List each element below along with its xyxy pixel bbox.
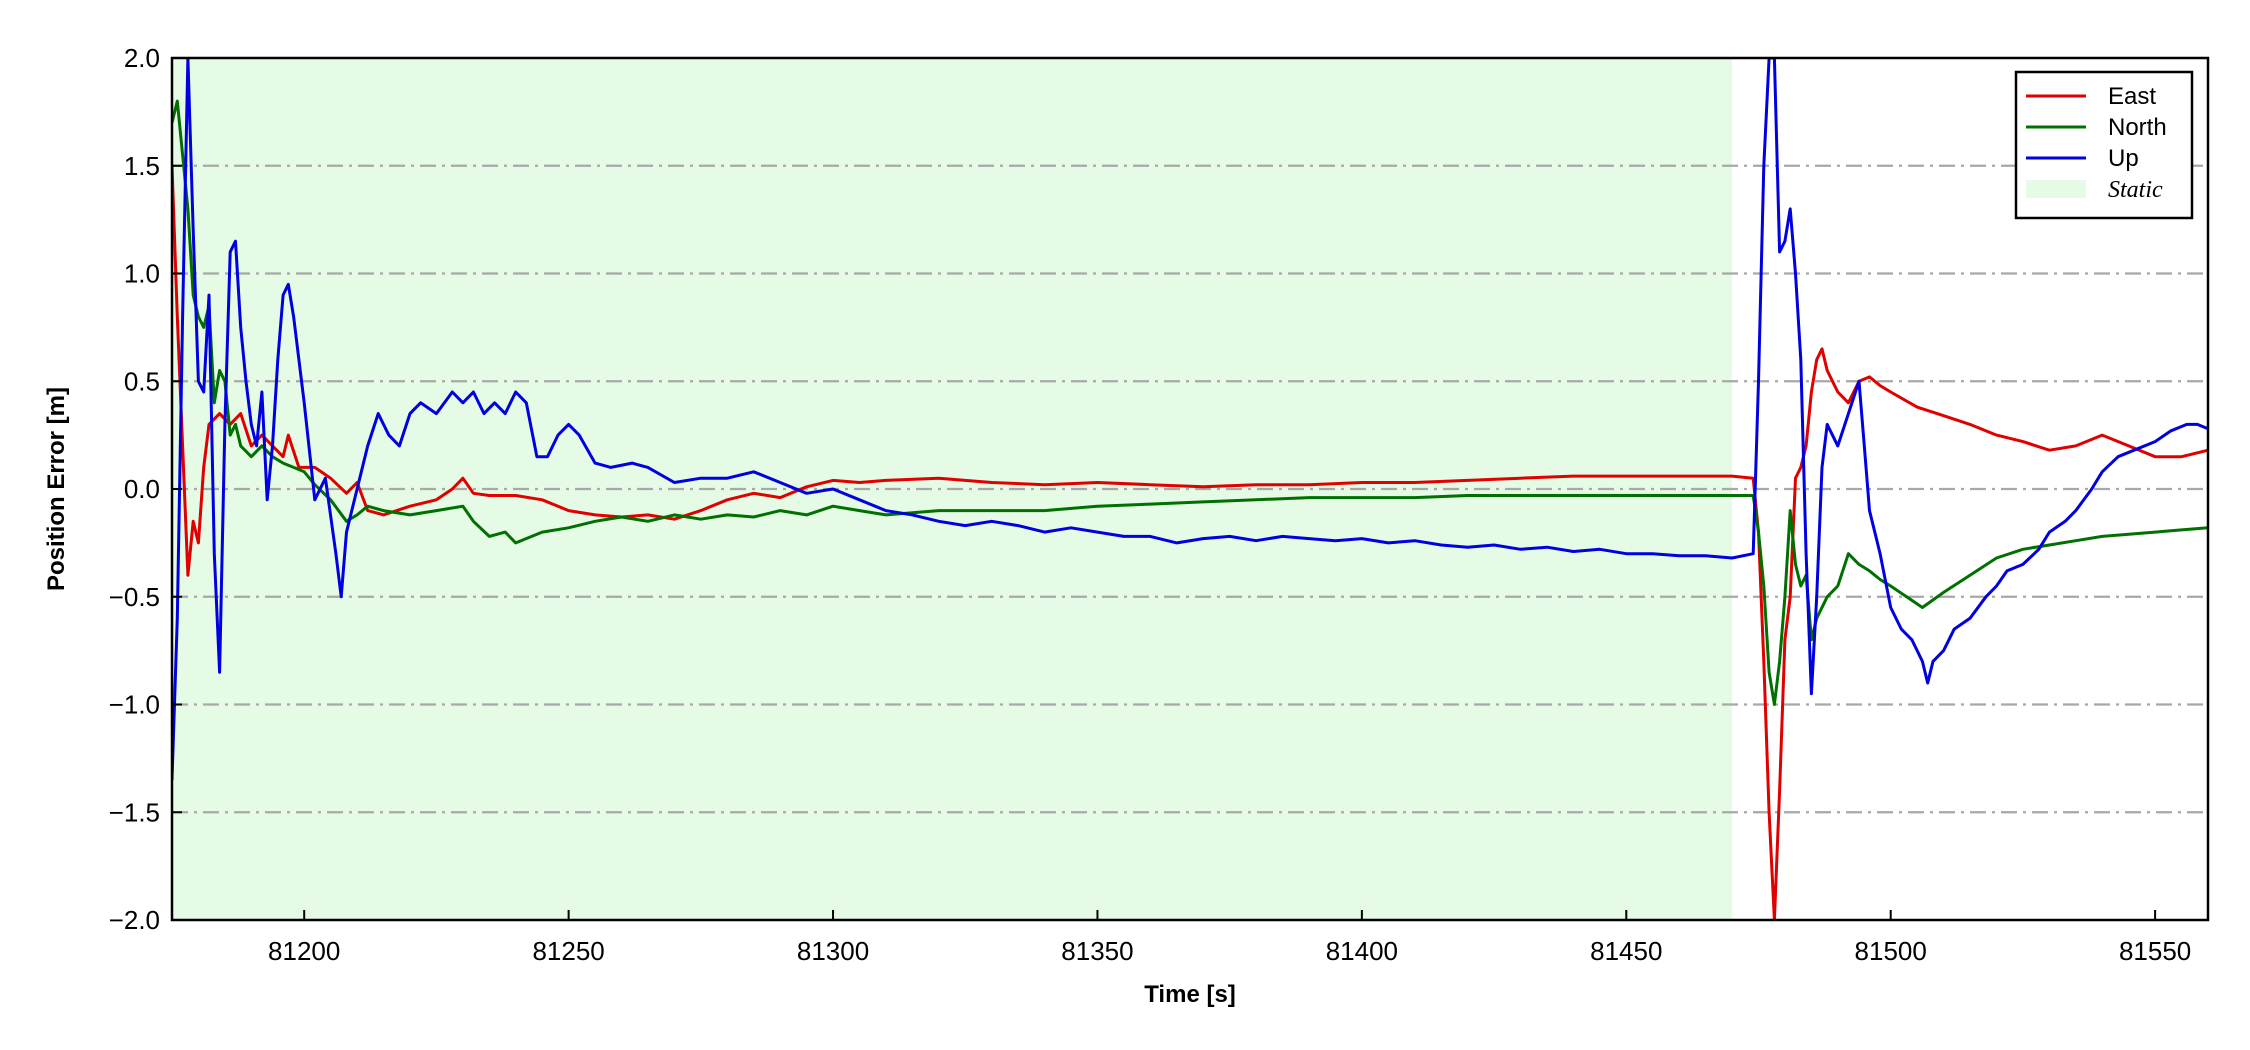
- axis-ticks: 81200 81250 81300 81350 81400 81450 81500 81550…: [109, 43, 2192, 966]
- x-axis-label: Time [s]: [1144, 981, 1236, 1008]
- legend-label-up: Up: [2108, 145, 2139, 172]
- legend-label-east: East: [2108, 83, 2156, 110]
- x-tick-label: 81500: [1855, 936, 1927, 966]
- y-tick-label: −1.5: [109, 797, 160, 827]
- x-tick-label: 81300: [797, 936, 869, 966]
- series-lines: [172, 58, 2208, 920]
- y-tick-label: −1.0: [109, 690, 160, 720]
- x-tick-label: 81550: [2119, 936, 2191, 966]
- x-tick-label: 81450: [1590, 936, 1662, 966]
- x-tick-label: 81350: [1061, 936, 1133, 966]
- x-tick-label: 81250: [532, 936, 604, 966]
- legend-label-static: Static: [2108, 177, 2163, 203]
- y-tick-label: 0.5: [124, 366, 160, 396]
- y-tick-label: −2.0: [109, 905, 160, 935]
- series-line-up: [172, 58, 2208, 780]
- legend-swatch-static: [2026, 180, 2086, 198]
- y-tick-label: −0.5: [109, 582, 160, 612]
- y-tick-label: 1.5: [124, 151, 160, 181]
- legend-label-north: North: [2108, 114, 2167, 141]
- y-tick-label: 1.0: [124, 259, 160, 289]
- legend: East North Up Static: [2014, 70, 2194, 220]
- y-tick-label: 2.0: [124, 43, 160, 73]
- y-tick-label: 0.0: [124, 474, 160, 504]
- x-tick-label: 81400: [1326, 936, 1398, 966]
- x-tick-label: 81200: [268, 936, 340, 966]
- y-axis-label: Position Error [m]: [43, 387, 70, 591]
